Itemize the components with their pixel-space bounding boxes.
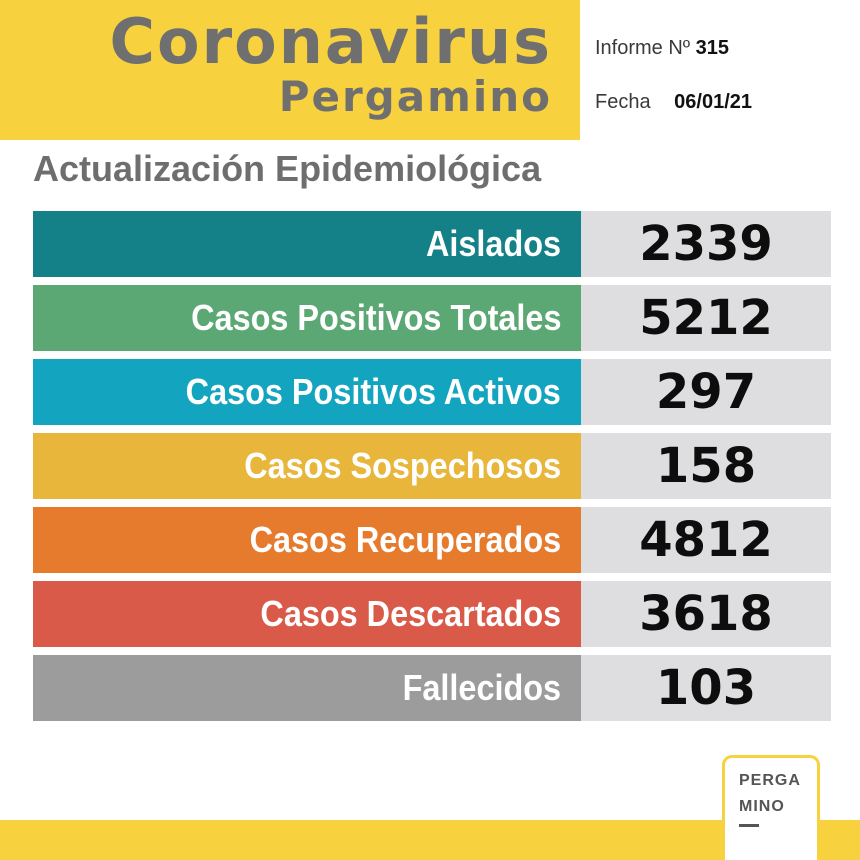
pergamino-logo: PERGA MINO (722, 755, 820, 860)
stat-value: 297 (655, 364, 757, 420)
stat-value: 3618 (639, 586, 773, 642)
stat-value: 103 (655, 660, 757, 716)
stat-row-sospechosos: Casos Sospechosos 158 (33, 433, 831, 499)
stat-label-box: Casos Descartados (33, 581, 581, 647)
stat-label-box: Casos Recuperados (33, 507, 581, 573)
stat-value-box: 5212 (581, 285, 831, 351)
stat-value-box: 158 (581, 433, 831, 499)
report-number-line: Informe Nº 315 (595, 37, 729, 60)
stat-label: Casos Positivos Activos (185, 371, 561, 412)
logo-line-1: PERGA (739, 772, 801, 789)
stat-label-box: Aislados (33, 211, 581, 277)
stat-row-recuperados: Casos Recuperados 4812 (33, 507, 831, 573)
stat-row-fallecidos: Fallecidos 103 (33, 655, 831, 721)
stat-label-box: Casos Positivos Totales (33, 285, 581, 351)
stat-label: Fallecidos (402, 667, 561, 708)
stat-label-box: Casos Sospechosos (33, 433, 581, 499)
stat-row-descartados: Casos Descartados 3618 (33, 581, 831, 647)
footer-banner (0, 820, 860, 860)
stat-label: Casos Recuperados (249, 519, 561, 560)
stat-label-box: Fallecidos (33, 655, 581, 721)
stat-row-positivos-activos: Casos Positivos Activos 297 (33, 359, 831, 425)
logo-underline (739, 824, 759, 827)
stat-value: 158 (655, 438, 757, 494)
page-title: Coronavirus (109, 5, 552, 78)
report-number: 315 (695, 37, 730, 59)
section-title: Actualización Epidemiológica (33, 148, 542, 189)
stat-value-box: 297 (581, 359, 831, 425)
stat-value: 5212 (639, 290, 773, 346)
stat-value-box: 3618 (581, 581, 831, 647)
city-subtitle: Pergamino (278, 72, 552, 121)
stat-value: 2339 (639, 216, 773, 272)
stat-label: Aislados (425, 223, 561, 264)
stat-label-box: Casos Positivos Activos (33, 359, 581, 425)
stat-label: Casos Descartados (260, 593, 561, 634)
date-label: Fecha (595, 91, 651, 113)
header-banner (0, 0, 580, 140)
report-label: Informe Nº (595, 37, 691, 59)
stat-value-box: 4812 (581, 507, 831, 573)
logo-line-2: MINO (739, 798, 785, 815)
date-value: 06/01/21 (674, 91, 753, 113)
stat-value: 4812 (639, 512, 773, 568)
stat-value-box: 103 (581, 655, 831, 721)
stat-row-aislados: Aislados 2339 (33, 211, 831, 277)
stat-row-positivos-totales: Casos Positivos Totales 5212 (33, 285, 831, 351)
stat-value-box: 2339 (581, 211, 831, 277)
stat-label: Casos Positivos Totales (190, 297, 561, 338)
stat-label: Casos Sospechosos (244, 445, 561, 486)
report-date-line: Fecha 06/01/21 (595, 91, 752, 114)
